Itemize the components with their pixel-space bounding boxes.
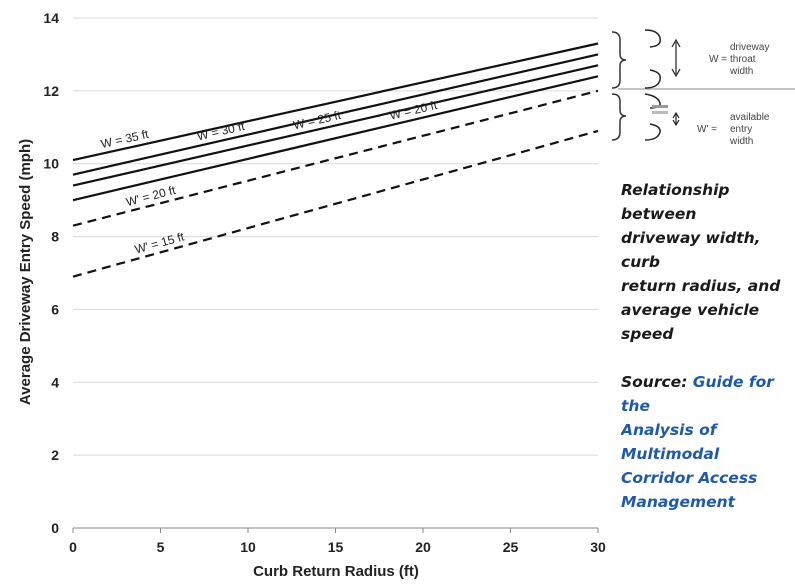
x-tick-label: 5 — [157, 539, 165, 555]
y-tick-label: 6 — [51, 301, 59, 317]
x-axis-title: Curb Return Radius (ft) — [253, 563, 419, 580]
series-labels: W = 35 ft W = 30 ft W = 25 ft W = 20 ftW' =… — [100, 98, 440, 257]
curb-return-bottom — [644, 69, 662, 89]
entry-diagram: W' = available entry width — [611, 93, 770, 147]
y-tick-label: 0 — [51, 520, 59, 536]
series-line — [72, 89, 599, 227]
entry-marking-1 — [652, 105, 668, 108]
y-tick-label: 10 — [43, 156, 59, 172]
driveway-diagram: W = driveway throat width — [611, 29, 769, 89]
x-tick-label: 20 — [415, 539, 431, 555]
legend-diagram: W = driveway throat width W' = available… — [611, 29, 795, 147]
w-brace — [611, 31, 627, 89]
curb-return-top — [644, 29, 662, 48]
gridlines — [73, 17, 598, 456]
y-axis-title: Average Driveway Entry Speed (mph) — [17, 139, 34, 405]
series-line — [72, 42, 599, 162]
x-tick-label: 15 — [328, 539, 344, 555]
wp-text-1: available — [730, 112, 770, 123]
source-prefix: Source: — [621, 373, 693, 391]
w-text-1: driveway — [730, 42, 769, 53]
y-tick-label: 12 — [43, 83, 59, 99]
wp-text-2: entry — [730, 124, 752, 135]
y-tick-label: 2 — [51, 447, 59, 463]
caption-description: Relationship between driveway width, cur… — [621, 181, 781, 343]
w-symbol: W = — [709, 54, 727, 65]
series-line — [72, 129, 599, 278]
w-text-2: throat — [730, 54, 756, 65]
series-line — [72, 53, 599, 176]
width-arrowheads — [671, 38, 681, 78]
y-tick-label: 4 — [51, 374, 59, 390]
wp-brace — [611, 93, 627, 141]
series-line — [72, 75, 599, 202]
x-tick-label: 25 — [503, 539, 519, 555]
entry-marking-2 — [652, 111, 668, 114]
x-tick-label: 10 — [240, 539, 256, 555]
series-line — [72, 64, 599, 187]
wp-text-3: width — [729, 136, 753, 147]
series-lines — [72, 42, 599, 278]
entry-curb-bottom — [644, 123, 661, 141]
axes: 0 2 4 6 8 10 12 14 0 5 10 15 20 25 30 — [43, 10, 606, 555]
caption-source: Source: Guide for the Analysis of Multim… — [621, 370, 795, 514]
y-tick-label: 8 — [51, 229, 59, 245]
x-tick-label: 30 — [590, 539, 606, 555]
x-tick-label: 0 — [69, 539, 77, 555]
entry-arrowheads — [672, 111, 680, 127]
wp-symbol: W' = — [697, 124, 717, 135]
source-link[interactable]: Guide for the Analysis of Multimodal Cor… — [621, 373, 774, 511]
y-tick-label: 14 — [43, 10, 59, 26]
figure-caption: Relationship between driveway width, cur… — [621, 178, 795, 514]
w-text-3: width — [729, 66, 753, 77]
